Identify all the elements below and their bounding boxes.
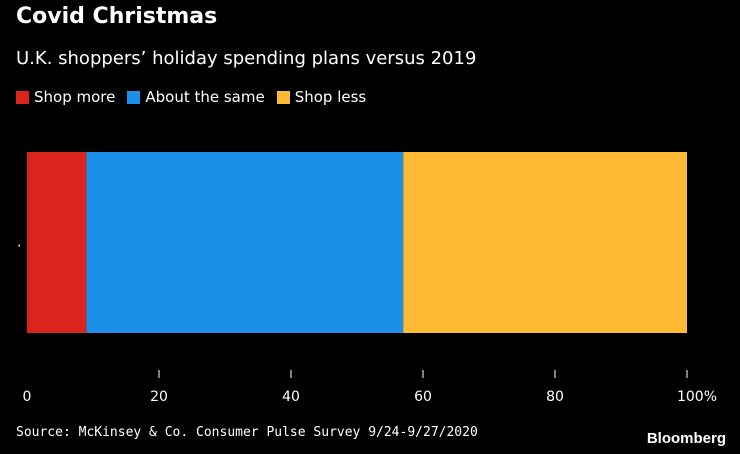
category-label: . [17,235,21,251]
bar-group [27,152,687,333]
legend-label-about-the-same: About the same [145,88,265,106]
legend-swatch-shop-more [16,90,29,104]
source-note: Source: McKinsey & Co. Consumer Pulse Su… [16,425,478,440]
chart-subtitle: U.K. shoppers’ holiday spending plans ve… [16,48,477,69]
chart-title: Covid Christmas [16,4,218,29]
bar-segment-shop-more [27,152,87,333]
x-tick-label: 60 [414,389,432,405]
x-tick-label: 0 [23,389,32,405]
legend-swatch-about-the-same [127,90,141,104]
legend: Shop more About the same Shop less [16,88,366,106]
x-tick-label: 80 [546,389,564,405]
bar-segment-about-the-same [86,152,404,333]
legend-item-shop-more: Shop more [16,88,115,106]
legend-item-shop-less: Shop less [276,88,367,106]
x-axis: 0 20 40 60 80 100% [23,370,717,405]
legend-label-shop-less: Shop less [294,88,367,106]
legend-item-about-the-same: About the same [127,88,265,106]
x-tick-label: 100% [677,389,717,405]
x-tick-label: 20 [150,389,168,405]
legend-swatch-shop-less [276,90,290,104]
bar-segment-shop-less [403,152,687,333]
legend-label-shop-more: Shop more [34,88,116,106]
bloomberg-logo: Bloomberg [646,430,726,447]
x-tick-label: 40 [282,389,300,405]
